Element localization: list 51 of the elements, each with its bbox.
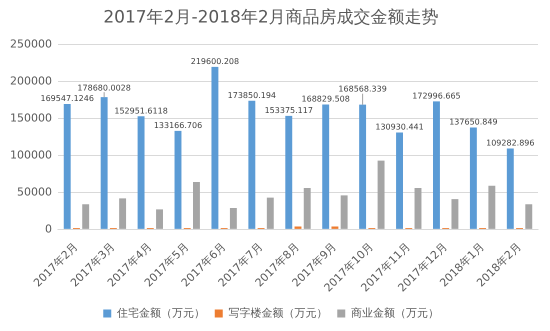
bar bbox=[331, 226, 338, 229]
bar bbox=[266, 198, 274, 229]
data-label: 169547.1246 bbox=[40, 94, 94, 104]
bar bbox=[359, 104, 366, 229]
bar bbox=[414, 188, 422, 229]
data-label: 173850.194 bbox=[228, 90, 276, 100]
legend-label: 住宅金额（万元） bbox=[116, 306, 205, 320]
bar bbox=[192, 182, 200, 229]
data-label: 137650.849 bbox=[449, 118, 498, 127]
legend-label: 商业金额（万元） bbox=[350, 306, 439, 320]
bar bbox=[322, 104, 330, 229]
data-label: 168829.508 bbox=[302, 94, 350, 104]
bar bbox=[174, 130, 182, 229]
chart-title: 2017年2月-2018年2月商品房成交金额走势 bbox=[103, 8, 439, 28]
y-tick-label: 250000 bbox=[10, 37, 52, 50]
data-label: 130930.441 bbox=[375, 122, 424, 132]
bar bbox=[294, 226, 302, 229]
bar bbox=[488, 186, 496, 229]
data-label: 109282.896 bbox=[486, 138, 534, 148]
bar bbox=[340, 195, 348, 229]
bar bbox=[506, 148, 514, 229]
bar bbox=[100, 97, 108, 229]
data-label: 172996.665 bbox=[412, 91, 461, 100]
data-label: 153375.117 bbox=[264, 106, 313, 115]
bar bbox=[433, 101, 440, 229]
bar bbox=[156, 209, 163, 229]
bar bbox=[451, 199, 458, 229]
data-label: 168568.339 bbox=[338, 84, 387, 94]
bar bbox=[396, 132, 403, 229]
y-tick-label: 50000 bbox=[16, 185, 52, 198]
bar bbox=[470, 128, 477, 229]
bar bbox=[304, 188, 311, 229]
bar bbox=[378, 160, 385, 229]
data-label: 178680.0028 bbox=[77, 83, 131, 92]
bar bbox=[525, 204, 532, 229]
y-tick-label: 0 bbox=[44, 222, 52, 236]
bar bbox=[82, 204, 90, 229]
bar bbox=[64, 104, 71, 229]
data-label: 133166.706 bbox=[154, 120, 202, 130]
legend-label: 写字楼金额（万元） bbox=[228, 306, 328, 320]
y-tick-label: 200000 bbox=[10, 74, 52, 88]
data-label: 219600.208 bbox=[190, 56, 240, 66]
data-label: 152951.6118 bbox=[114, 106, 168, 116]
bar bbox=[248, 100, 256, 229]
bar bbox=[211, 66, 218, 229]
bar bbox=[119, 198, 126, 229]
bar bbox=[230, 208, 237, 229]
bar bbox=[285, 116, 292, 229]
bar bbox=[138, 116, 145, 229]
y-tick-label: 100000 bbox=[10, 148, 52, 162]
y-tick-label: 150000 bbox=[10, 111, 52, 124]
